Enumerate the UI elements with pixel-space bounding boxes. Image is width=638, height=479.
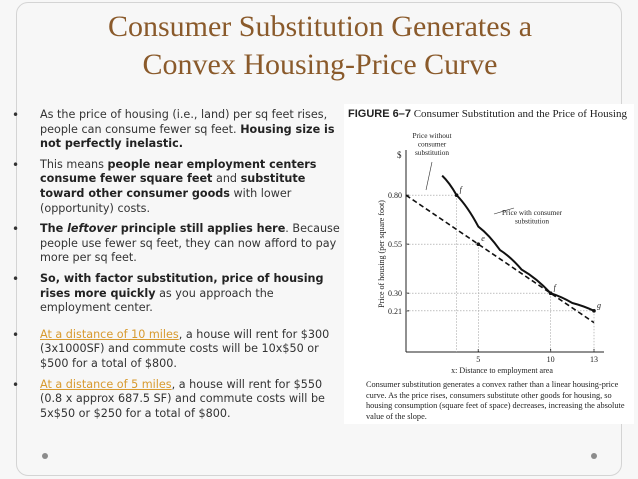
bullet-item: • The leftover principle still applies he… [6, 222, 342, 266]
bullet-text: as you approach the employment center. [40, 286, 274, 315]
bullet-text: , a house will rent for $300 (3x1000SF) … [40, 327, 330, 370]
bullet-item: • So, with factor substitution, price of … [6, 272, 342, 316]
annotation-without-line: consumer [418, 140, 447, 149]
slide-title: Consumer Substitution Generates a Convex… [20, 8, 620, 84]
bullet-item: • This means people near employment cente… [6, 158, 342, 216]
bullet-marker: • [12, 377, 20, 392]
bullet-marker: • [12, 108, 20, 122]
annotation-without: Price without consumer substitution [412, 131, 451, 157]
y-axis-symbol: $ [397, 150, 402, 160]
bullet-item: • As the price of housing (i.e., land) pe… [6, 108, 342, 152]
annotation-without-line: Price without [412, 131, 451, 140]
bullet-text: This means [40, 157, 108, 171]
slide-corner-dot-left [42, 453, 48, 459]
annotation-with: Price with consumer substitution [502, 208, 563, 226]
y-axis-label: Price of housing (per square foot) [377, 200, 386, 308]
figure-6-7: FIGURE 6–7 Consumer Substitution and the… [344, 104, 634, 424]
y-tick-label: 0.30 [388, 289, 402, 298]
figure-header: FIGURE 6–7 Consumer Substitution and the… [348, 108, 638, 120]
data-point [592, 309, 596, 313]
x-axis-label: x: Distance to employment area [451, 366, 553, 375]
bullet-marker: • [12, 157, 20, 172]
bullet-text: people near employment centers consume f… [40, 157, 317, 186]
title-line-1: Consumer Substitution Generates a [107, 10, 533, 43]
x-tick-label: 5 [476, 355, 480, 364]
bullet-text: leftover [67, 222, 117, 236]
point-label: f [460, 185, 464, 194]
price-with-substitution-curve [441, 174, 595, 312]
bullet-text: and [212, 172, 241, 186]
bullet-text: Housing size is not perfectly inelastic. [40, 122, 335, 151]
price-without-substitution-line [405, 194, 595, 324]
slide-corner-dot-right [591, 453, 597, 459]
example-item: • At a distance of 10 miles, a house will… [6, 328, 342, 372]
bullet-text: , a house will rent for $550 (0.8 x appr… [40, 377, 325, 420]
point-label: g [597, 301, 601, 310]
annotation-without-pointer [425, 161, 433, 191]
bullet-text: The [40, 222, 68, 236]
bullet-list: • As the price of housing (i.e., land) pe… [6, 108, 342, 427]
bullet-marker: • [12, 271, 20, 286]
figure-label: FIGURE 6–7 [348, 108, 411, 120]
bullet-text: principle still applies here [116, 222, 286, 236]
data-point [548, 291, 553, 295]
bullet-text: substitute toward other consumer goods [40, 172, 306, 200]
annotation-with-line: substitution [515, 217, 549, 226]
x-tick-label: 10 [547, 355, 555, 364]
bullet-text: with lower (opportunity) costs. [40, 186, 292, 215]
y-tick-label: 0.55 [388, 240, 402, 249]
data-point [476, 242, 481, 246]
annotation-with-line: Price with consumer [502, 208, 563, 217]
bullet-text: As the price of housing (i.e., land) per… [40, 108, 328, 136]
data-point [454, 193, 459, 197]
title-line-2: Convex Housing-Price Curve [142, 48, 498, 81]
bullet-text: So, with factor substitution, price of h… [40, 271, 324, 300]
example-item: • At a distance of 5 miles, a house will … [6, 378, 342, 422]
figure-title: Consumer Substitution and the Price of H… [413, 108, 627, 120]
point-label: e [481, 234, 485, 243]
housing-price-chart: $0.80 0.55 0.30 0.21 5 10 13 f e f g Price without c… [377, 131, 604, 375]
bullet-marker: • [12, 222, 20, 237]
y-tick-label: 0.21 [388, 307, 402, 316]
figure-caption: Consumer substitution generates a convex… [366, 380, 625, 421]
x-tick-label: 13 [590, 355, 598, 364]
bullet-marker: • [12, 327, 20, 342]
annotation-with-pointer [493, 207, 515, 215]
y-tick-label: 0.80 [388, 191, 402, 200]
distance-link[interactable]: At a distance of 5 miles [40, 377, 172, 391]
annotation-without-line: substitution [415, 148, 449, 157]
bullet-text: . Because people use fewer sq feet, they… [40, 222, 340, 265]
point-label: f [554, 283, 558, 292]
distance-link[interactable]: At a distance of 10 miles [40, 327, 179, 341]
